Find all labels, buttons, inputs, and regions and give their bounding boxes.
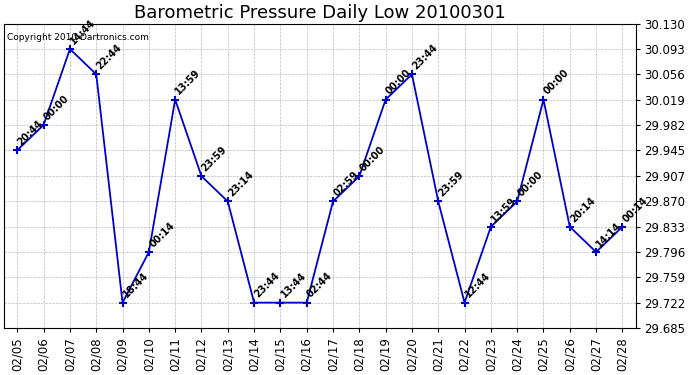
Text: Copyright 2010 Dartronics.com: Copyright 2010 Dartronics.com xyxy=(8,33,149,42)
Text: 23:44: 23:44 xyxy=(411,42,440,72)
Text: 22:44: 22:44 xyxy=(95,42,124,72)
Text: 13:59: 13:59 xyxy=(174,68,203,97)
Text: 20:44: 20:44 xyxy=(16,118,45,147)
Title: Barometric Pressure Daily Low 20100301: Barometric Pressure Daily Low 20100301 xyxy=(134,4,506,22)
Text: 13:44: 13:44 xyxy=(279,271,308,300)
Text: 12:44: 12:44 xyxy=(463,271,492,300)
Text: 23:59: 23:59 xyxy=(200,144,229,173)
Text: 00:00: 00:00 xyxy=(515,170,544,199)
Text: 23:59: 23:59 xyxy=(437,170,466,199)
Text: 00:14: 00:14 xyxy=(148,220,177,249)
Text: 00:00: 00:00 xyxy=(358,144,387,173)
Text: 23:14: 23:14 xyxy=(226,170,255,199)
Text: 02:44: 02:44 xyxy=(305,271,334,300)
Text: 14:14: 14:14 xyxy=(595,220,624,249)
Text: 23:44: 23:44 xyxy=(253,271,282,300)
Text: 02:59: 02:59 xyxy=(331,170,360,199)
Text: 00:00: 00:00 xyxy=(384,68,413,97)
Text: 20:14: 20:14 xyxy=(569,195,598,224)
Text: 00:00: 00:00 xyxy=(542,68,571,97)
Text: 13:59: 13:59 xyxy=(489,195,518,224)
Text: 14:44: 14:44 xyxy=(68,17,97,46)
Text: 18:44: 18:44 xyxy=(121,271,150,300)
Text: 00:14: 00:14 xyxy=(621,195,650,224)
Text: 00:00: 00:00 xyxy=(42,93,71,122)
